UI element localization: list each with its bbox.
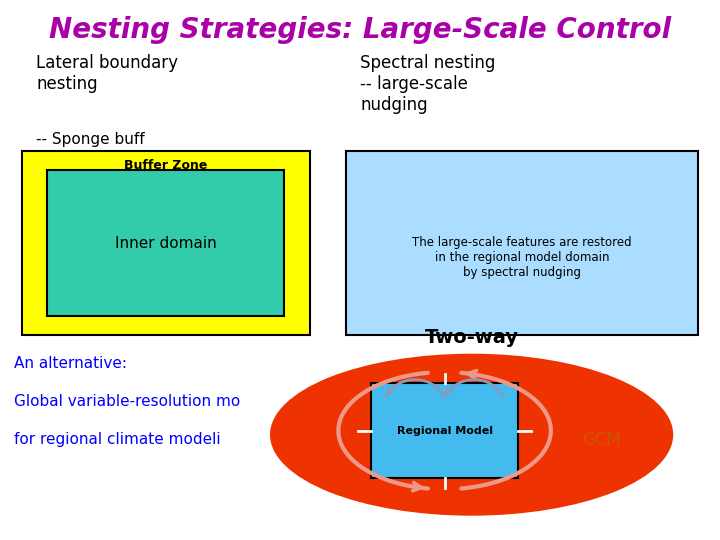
- Ellipse shape: [270, 354, 673, 516]
- Text: Two-way: Two-way: [425, 328, 518, 347]
- Text: for regional climate modeli: for regional climate modeli: [14, 432, 221, 447]
- Bar: [371, 383, 518, 478]
- Bar: [346, 151, 698, 335]
- Text: -- Sponge buff: -- Sponge buff: [36, 132, 145, 147]
- Bar: [22, 151, 310, 335]
- Text: Lateral boundary
nesting: Lateral boundary nesting: [36, 54, 178, 93]
- Text: Global variable-resolution mo: Global variable-resolution mo: [14, 394, 240, 409]
- Text: An alternative:: An alternative:: [14, 356, 127, 372]
- Text: GCM: GCM: [582, 431, 621, 449]
- Text: Spectral nesting
-- large-scale
nudging: Spectral nesting -- large-scale nudging: [360, 54, 495, 113]
- Text: Nesting Strategies: Large-Scale Control: Nesting Strategies: Large-Scale Control: [49, 16, 671, 44]
- Text: Inner domain: Inner domain: [114, 235, 217, 251]
- Bar: [47, 170, 284, 316]
- Text: The large-scale features are restored
in the regional model domain
by spectral n: The large-scale features are restored in…: [412, 236, 632, 279]
- Text: Regional Model: Regional Model: [397, 426, 492, 436]
- Text: Buffer Zone: Buffer Zone: [124, 159, 207, 172]
